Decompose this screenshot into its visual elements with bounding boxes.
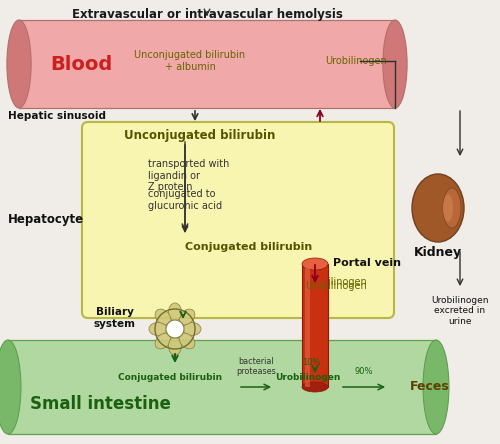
- Text: conjugated to
glucuronic acid: conjugated to glucuronic acid: [148, 189, 222, 210]
- Ellipse shape: [7, 20, 31, 108]
- Text: Hepatocyte: Hepatocyte: [8, 214, 84, 226]
- Ellipse shape: [443, 188, 461, 228]
- Text: Portal vein: Portal vein: [333, 258, 401, 268]
- Ellipse shape: [0, 340, 21, 434]
- Text: Unconjugated bilirubin
+ albumin: Unconjugated bilirubin + albumin: [134, 50, 246, 72]
- Text: transported with
ligandin or
Z protein: transported with ligandin or Z protein: [148, 159, 230, 192]
- Text: Hepatic sinusoid: Hepatic sinusoid: [8, 111, 106, 121]
- Text: Feces: Feces: [410, 381, 450, 393]
- Ellipse shape: [423, 340, 449, 434]
- FancyBboxPatch shape: [82, 122, 394, 318]
- Ellipse shape: [383, 20, 407, 108]
- Text: Conjugated bilirubin: Conjugated bilirubin: [185, 242, 312, 252]
- Text: Blood: Blood: [50, 55, 112, 74]
- Bar: [8, 340, 436, 434]
- Text: Biliary
system: Biliary system: [94, 307, 136, 329]
- Text: 10%: 10%: [302, 358, 320, 367]
- Ellipse shape: [179, 333, 195, 349]
- Bar: [19, 20, 395, 108]
- Bar: [305, 264, 310, 387]
- Ellipse shape: [168, 337, 181, 355]
- Text: Unconjugated bilirubin: Unconjugated bilirubin: [124, 130, 276, 143]
- Ellipse shape: [302, 258, 328, 270]
- Text: 90%: 90%: [355, 367, 373, 376]
- Ellipse shape: [443, 194, 453, 222]
- Text: Urobilinogen: Urobilinogen: [276, 373, 340, 381]
- Text: Urobilinogen: Urobilinogen: [305, 281, 367, 291]
- Text: Urobilinogen
excreted in
urine: Urobilinogen excreted in urine: [431, 296, 489, 326]
- Text: Kidney: Kidney: [414, 246, 462, 259]
- Ellipse shape: [412, 174, 464, 242]
- Bar: [302, 264, 328, 387]
- Text: Urobilinogen: Urobilinogen: [305, 277, 367, 287]
- Ellipse shape: [183, 322, 201, 336]
- Ellipse shape: [302, 382, 328, 392]
- Ellipse shape: [149, 322, 167, 336]
- Text: bacterial
proteases: bacterial proteases: [236, 357, 276, 376]
- Ellipse shape: [179, 309, 195, 325]
- Ellipse shape: [168, 303, 181, 321]
- Text: Conjugated bilirubin: Conjugated bilirubin: [118, 373, 222, 381]
- Ellipse shape: [155, 309, 171, 325]
- Circle shape: [166, 320, 184, 338]
- Text: Urobilinogen: Urobilinogen: [325, 56, 387, 66]
- Text: Extravascular or intravascular hemolysis: Extravascular or intravascular hemolysis: [72, 8, 342, 21]
- Text: Small intestine: Small intestine: [30, 395, 171, 413]
- Ellipse shape: [155, 333, 171, 349]
